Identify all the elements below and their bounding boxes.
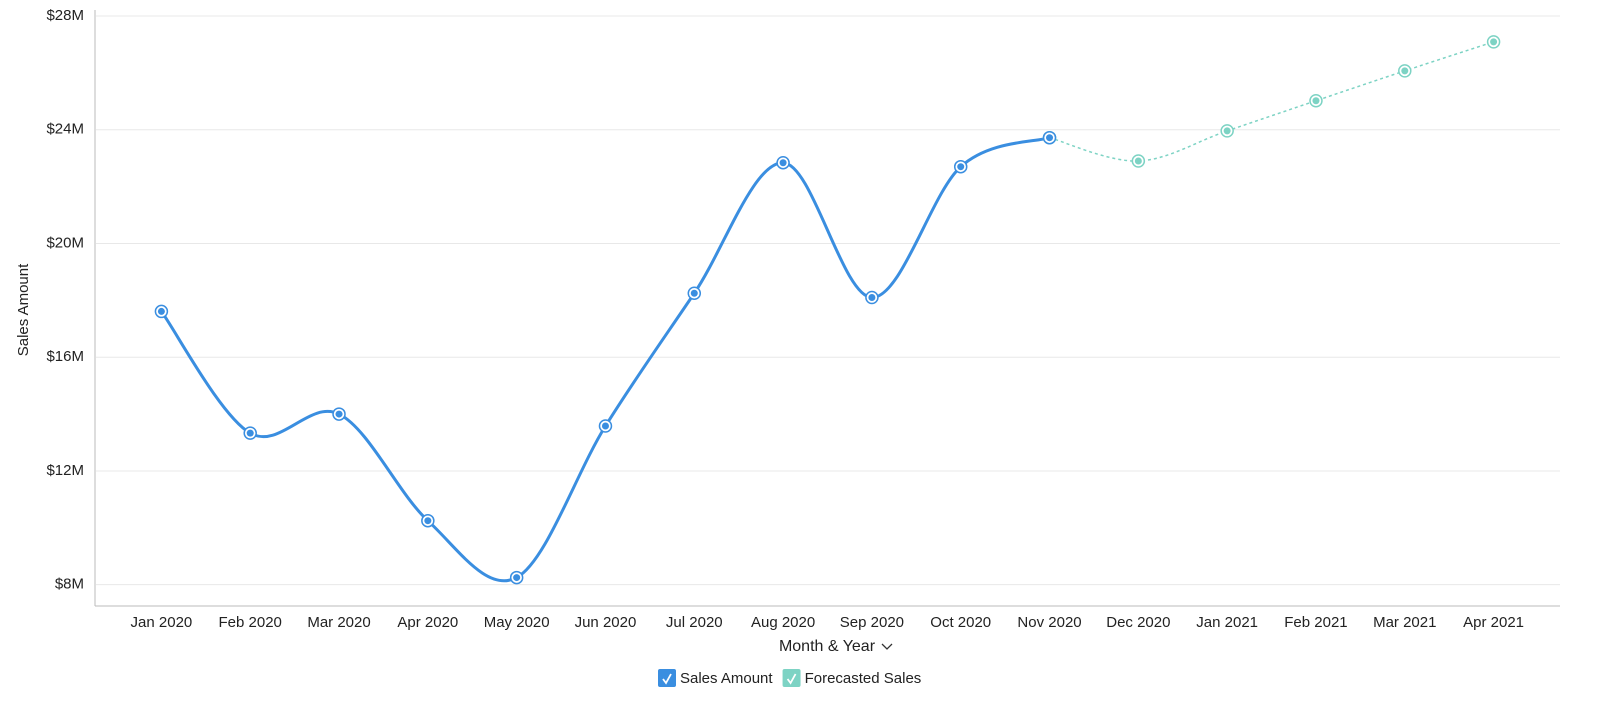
x-tick-label: Dec 2020	[1106, 614, 1170, 631]
x-tick-label: Jun 2020	[575, 614, 637, 631]
x-tick-label: Aug 2020	[751, 614, 815, 631]
data-point-core	[1046, 134, 1054, 142]
data-point-core	[335, 410, 343, 418]
y-tick-label: $20M	[46, 234, 84, 251]
data-point-core	[1223, 127, 1231, 135]
x-tick-label: Jan 2021	[1196, 614, 1258, 631]
x-axis-title[interactable]: Month & Year	[779, 638, 876, 655]
legend-label[interactable]: Sales Amount	[680, 670, 773, 687]
x-tick-label: Jul 2020	[666, 614, 723, 631]
legend-check	[662, 673, 672, 685]
x-tick-label: Oct 2020	[930, 614, 991, 631]
x-tick-label: Jan 2020	[131, 614, 193, 631]
data-point-core	[1134, 157, 1142, 165]
x-tick-label: Mar 2020	[307, 614, 370, 631]
y-tick-label: $16M	[46, 348, 84, 365]
x-tick-label: Sep 2020	[840, 614, 904, 631]
y-axis-title: Sales Amount	[15, 263, 32, 356]
legend-checkbox[interactable]	[782, 669, 801, 687]
data-point-core	[424, 517, 432, 525]
data-point-core	[690, 289, 698, 297]
x-tick-label: Apr 2021	[1463, 614, 1524, 631]
legend-check	[786, 673, 797, 685]
data-point-core	[246, 429, 254, 437]
y-tick-label: $24M	[46, 121, 84, 138]
y-tick-label: $28M	[46, 7, 84, 24]
series-line	[160, 136, 1050, 583]
x-tick-label: Nov 2020	[1017, 614, 1081, 631]
x-tick-label: Apr 2020	[397, 614, 458, 631]
y-tick-label: $12M	[46, 462, 84, 479]
data-point-core	[868, 293, 876, 301]
data-point-core	[513, 574, 521, 582]
x-tick-label: Mar 2021	[1373, 614, 1436, 631]
data-point-core	[957, 163, 965, 171]
data-point-core	[779, 159, 787, 167]
data-point-core	[1401, 67, 1409, 75]
data-point-core	[1312, 97, 1320, 105]
data-point-core	[1490, 38, 1498, 46]
y-tick-label: $8M	[55, 576, 84, 593]
dropdown-chevron[interactable]	[881, 643, 893, 650]
legend-label[interactable]: Forecasted Sales	[805, 670, 922, 687]
legend-checkbox[interactable]	[658, 669, 676, 687]
x-tick-label: May 2020	[484, 614, 550, 631]
series-line	[1049, 41, 1494, 162]
data-point-core	[157, 307, 165, 315]
x-tick-label: Feb 2021	[1284, 614, 1347, 631]
data-point-core	[601, 422, 609, 430]
x-tick-label: Feb 2020	[219, 614, 282, 631]
